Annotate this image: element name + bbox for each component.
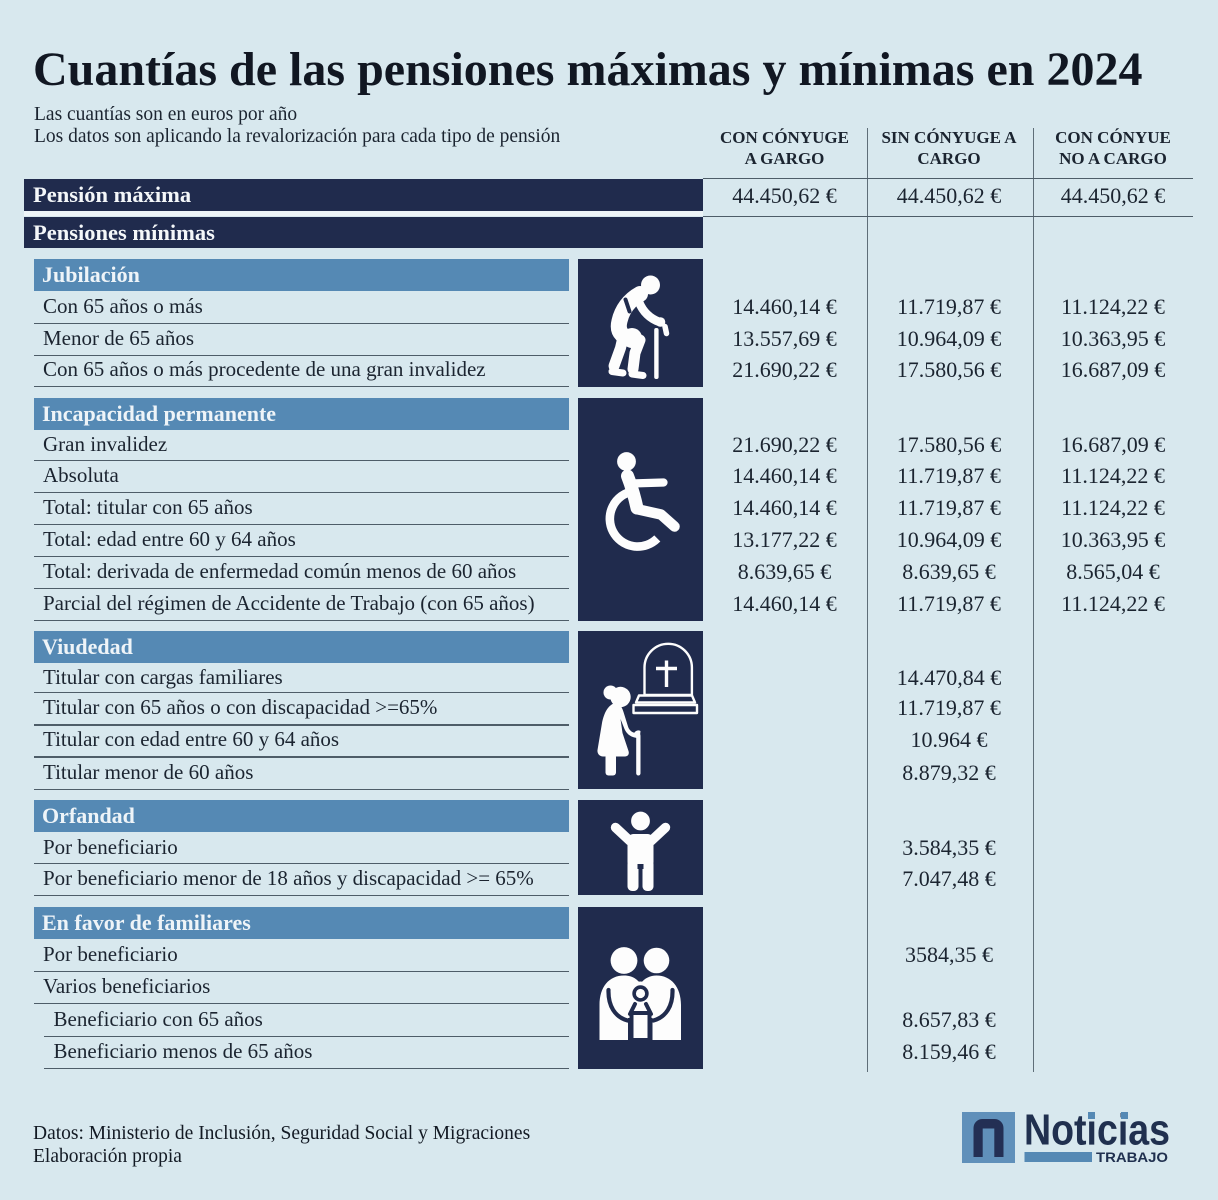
svg-text:Noticias: Noticias <box>1024 1112 1170 1155</box>
svg-text:TRABAJO: TRABAJO <box>1096 1150 1168 1165</box>
